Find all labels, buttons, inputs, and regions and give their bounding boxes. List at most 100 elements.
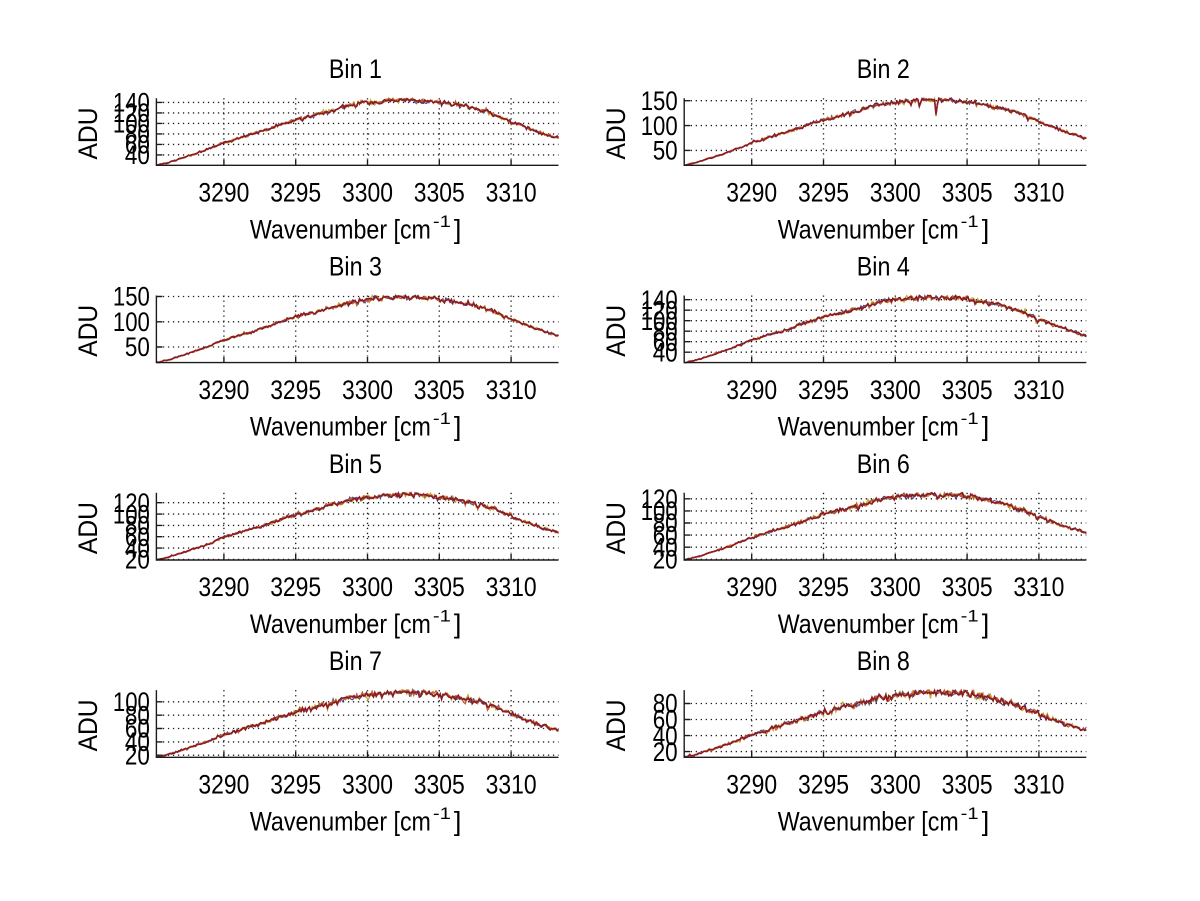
svg-text:Wavenumber [cm: Wavenumber [cm: [250, 412, 431, 442]
svg-text:60: 60: [125, 130, 150, 160]
svg-text:3295: 3295: [270, 572, 321, 602]
svg-text:80: 80: [653, 316, 678, 346]
svg-text:100: 100: [641, 111, 678, 141]
svg-text:40: 40: [125, 140, 150, 170]
svg-text:-1: -1: [961, 804, 979, 823]
svg-text:3300: 3300: [342, 178, 393, 208]
svg-text:40: 40: [125, 533, 150, 563]
svg-text:3305: 3305: [414, 770, 465, 800]
svg-text:Wavenumber [cm: Wavenumber [cm: [250, 609, 431, 639]
svg-text:Bin 1: Bin 1: [329, 54, 382, 84]
svg-text:120: 120: [113, 98, 150, 128]
svg-text:3305: 3305: [414, 375, 465, 405]
svg-text:3290: 3290: [198, 572, 249, 602]
svg-text:3310: 3310: [1013, 178, 1064, 208]
svg-text:3310: 3310: [1013, 375, 1064, 405]
svg-text:3305: 3305: [942, 572, 993, 602]
svg-text:3290: 3290: [726, 770, 777, 800]
svg-text:60: 60: [653, 327, 678, 357]
svg-text:3295: 3295: [270, 375, 321, 405]
svg-text:Bin 5: Bin 5: [329, 449, 382, 479]
svg-text:ADU: ADU: [601, 699, 631, 751]
svg-text:40: 40: [125, 727, 150, 757]
svg-text:100: 100: [113, 109, 150, 139]
svg-text:60: 60: [653, 705, 678, 735]
svg-text:]: ]: [982, 412, 990, 442]
svg-text:3305: 3305: [942, 178, 993, 208]
svg-text:3310: 3310: [1013, 572, 1064, 602]
svg-text:Wavenumber [cm: Wavenumber [cm: [778, 412, 959, 442]
svg-text:Wavenumber [cm: Wavenumber [cm: [778, 214, 959, 244]
svg-text:80: 80: [125, 119, 150, 149]
svg-text:ADU: ADU: [73, 502, 103, 554]
svg-text:3290: 3290: [198, 178, 249, 208]
svg-text:50: 50: [125, 332, 150, 362]
svg-text:3295: 3295: [798, 178, 849, 208]
svg-text:40: 40: [653, 721, 678, 751]
svg-text:120: 120: [113, 488, 150, 518]
svg-text:3310: 3310: [486, 770, 537, 800]
svg-text:Bin 3: Bin 3: [329, 252, 382, 282]
svg-text:20: 20: [653, 545, 678, 575]
svg-text:120: 120: [641, 295, 678, 325]
svg-text:Bin 6: Bin 6: [857, 449, 910, 479]
svg-text:3295: 3295: [270, 770, 321, 800]
svg-text:ADU: ADU: [601, 108, 631, 160]
svg-text:3305: 3305: [942, 770, 993, 800]
svg-text:3300: 3300: [870, 375, 921, 405]
svg-text:]: ]: [982, 609, 990, 639]
svg-text:3310: 3310: [486, 375, 537, 405]
svg-text:3305: 3305: [942, 375, 993, 405]
svg-text:3310: 3310: [486, 572, 537, 602]
svg-text:150: 150: [641, 86, 678, 116]
svg-text:-1: -1: [433, 212, 451, 231]
svg-text:Bin 2: Bin 2: [857, 54, 910, 84]
svg-text:100: 100: [641, 496, 678, 526]
svg-text:100: 100: [113, 499, 150, 529]
svg-text:Wavenumber [cm: Wavenumber [cm: [778, 806, 959, 836]
svg-text:ADU: ADU: [73, 108, 103, 160]
svg-text:]: ]: [982, 806, 990, 836]
svg-text:3295: 3295: [798, 572, 849, 602]
svg-text:120: 120: [641, 484, 678, 514]
svg-text:40: 40: [653, 337, 678, 367]
svg-text:]: ]: [454, 214, 462, 244]
svg-text:100: 100: [641, 306, 678, 336]
svg-text:-1: -1: [961, 212, 979, 231]
svg-text:60: 60: [125, 714, 150, 744]
svg-text:Wavenumber [cm: Wavenumber [cm: [250, 806, 431, 836]
svg-text:]: ]: [982, 214, 990, 244]
svg-text:100: 100: [113, 307, 150, 337]
svg-text:80: 80: [653, 508, 678, 538]
svg-text:150: 150: [113, 282, 150, 312]
svg-text:Wavenumber [cm: Wavenumber [cm: [250, 214, 431, 244]
svg-text:3300: 3300: [342, 375, 393, 405]
svg-text:-1: -1: [961, 607, 979, 626]
svg-text:100: 100: [113, 687, 150, 717]
svg-text:3300: 3300: [870, 770, 921, 800]
svg-text:-1: -1: [433, 607, 451, 626]
svg-text:3290: 3290: [726, 375, 777, 405]
svg-text:3300: 3300: [342, 770, 393, 800]
svg-text:50: 50: [653, 136, 678, 166]
svg-text:3290: 3290: [198, 375, 249, 405]
svg-text:140: 140: [113, 88, 150, 118]
svg-text:80: 80: [125, 511, 150, 541]
svg-text:3300: 3300: [342, 572, 393, 602]
svg-text:140: 140: [641, 285, 678, 315]
svg-text:3290: 3290: [726, 572, 777, 602]
svg-text:20: 20: [125, 740, 150, 770]
svg-text:Wavenumber [cm: Wavenumber [cm: [778, 609, 959, 639]
svg-text:Bin 7: Bin 7: [329, 646, 382, 676]
svg-text:]: ]: [454, 806, 462, 836]
svg-text:]: ]: [454, 609, 462, 639]
svg-text:3295: 3295: [798, 375, 849, 405]
svg-text:20: 20: [125, 545, 150, 575]
svg-text:ADU: ADU: [601, 305, 631, 357]
svg-text:60: 60: [653, 520, 678, 550]
svg-text:3310: 3310: [486, 178, 537, 208]
svg-text:3300: 3300: [870, 572, 921, 602]
svg-text:-1: -1: [433, 804, 451, 823]
svg-text:3290: 3290: [726, 178, 777, 208]
svg-text:]: ]: [454, 412, 462, 442]
